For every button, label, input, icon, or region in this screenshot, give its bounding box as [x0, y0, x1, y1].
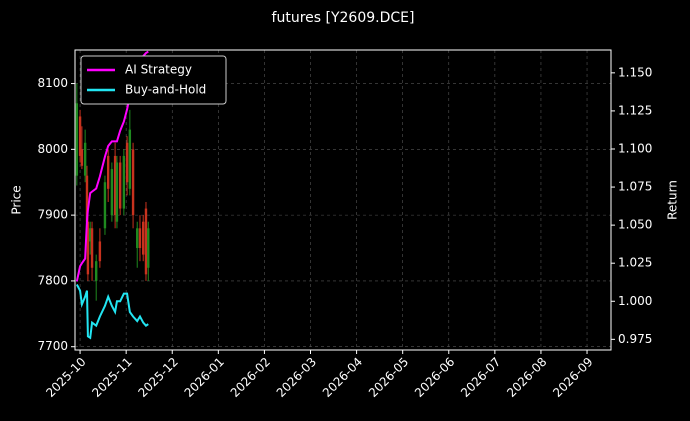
- candle-body: [75, 103, 79, 176]
- x-tick-label: 2026-02: [228, 355, 273, 400]
- x-tick-label: 2026-03: [274, 355, 319, 400]
- candle-body: [142, 221, 145, 255]
- candle-body: [78, 116, 82, 156]
- y2-tick-label: 1.125: [618, 103, 652, 117]
- candle-body: [80, 149, 84, 166]
- candle-body: [89, 228, 92, 242]
- y-tick-label: 7800: [37, 273, 68, 287]
- x-tick-label: 2025-10: [43, 355, 88, 400]
- y2-tick-label: 1.075: [618, 180, 652, 194]
- legend-label: Buy-and-Hold: [125, 83, 206, 97]
- candle-body: [147, 228, 150, 268]
- plot: [75, 50, 150, 340]
- candle-body: [122, 155, 126, 209]
- x-tick-label: 2026-07: [458, 355, 503, 400]
- y2-tick-label: 1.050: [618, 218, 652, 232]
- candle-body: [85, 175, 89, 222]
- legend-box: [80, 55, 227, 105]
- candle-body: [90, 228, 94, 268]
- y-tick-label: 7700: [37, 339, 68, 353]
- candle-body: [95, 261, 98, 281]
- y2-tick-label: 1.100: [618, 141, 652, 155]
- legend-label: AI Strategy: [125, 63, 192, 77]
- chart-title: futures [Y2609.DCE]: [272, 10, 415, 26]
- candle-body: [110, 169, 114, 216]
- candle-body: [144, 208, 148, 275]
- y-tick-label: 8000: [37, 142, 68, 156]
- candle-body: [106, 155, 110, 189]
- plot-frame: [74, 49, 612, 351]
- candle-body: [138, 228, 142, 249]
- candle-body: [136, 228, 139, 249]
- x-tick-label: 2026-04: [320, 355, 365, 400]
- candle-body: [128, 129, 132, 189]
- x-tick-label: 2026-05: [366, 355, 411, 400]
- candle-body: [125, 142, 129, 183]
- y2-tick-label: 1.025: [618, 256, 652, 270]
- candle-body: [83, 142, 87, 176]
- x-tick-label: 2026-06: [412, 355, 457, 400]
- candle-body: [98, 241, 102, 262]
- candle-body: [115, 162, 119, 222]
- candle-body: [118, 162, 122, 209]
- y2-axis-label: Return: [666, 180, 680, 220]
- x-tick-label: 2025-11: [89, 355, 134, 400]
- candle-body: [131, 149, 135, 216]
- y2-tick-label: 1.000: [618, 294, 652, 308]
- x-tick-label: 2026-09: [550, 355, 595, 400]
- y2-tick-label: 0.975: [618, 332, 652, 346]
- line: [75, 284, 149, 340]
- candle-body: [113, 155, 117, 216]
- x-tick-label: 2026-01: [182, 355, 227, 400]
- y-axis-label: Price: [10, 185, 24, 214]
- candle-body: [86, 221, 90, 275]
- y-tick-label: 7900: [37, 208, 68, 222]
- y2-tick-label: 1.150: [618, 65, 652, 79]
- candle-body: [103, 182, 107, 229]
- x-tick-label: 2026-08: [504, 355, 549, 400]
- y-tick-label: 8100: [37, 76, 68, 90]
- x-tick-label: 2025-12: [135, 355, 180, 400]
